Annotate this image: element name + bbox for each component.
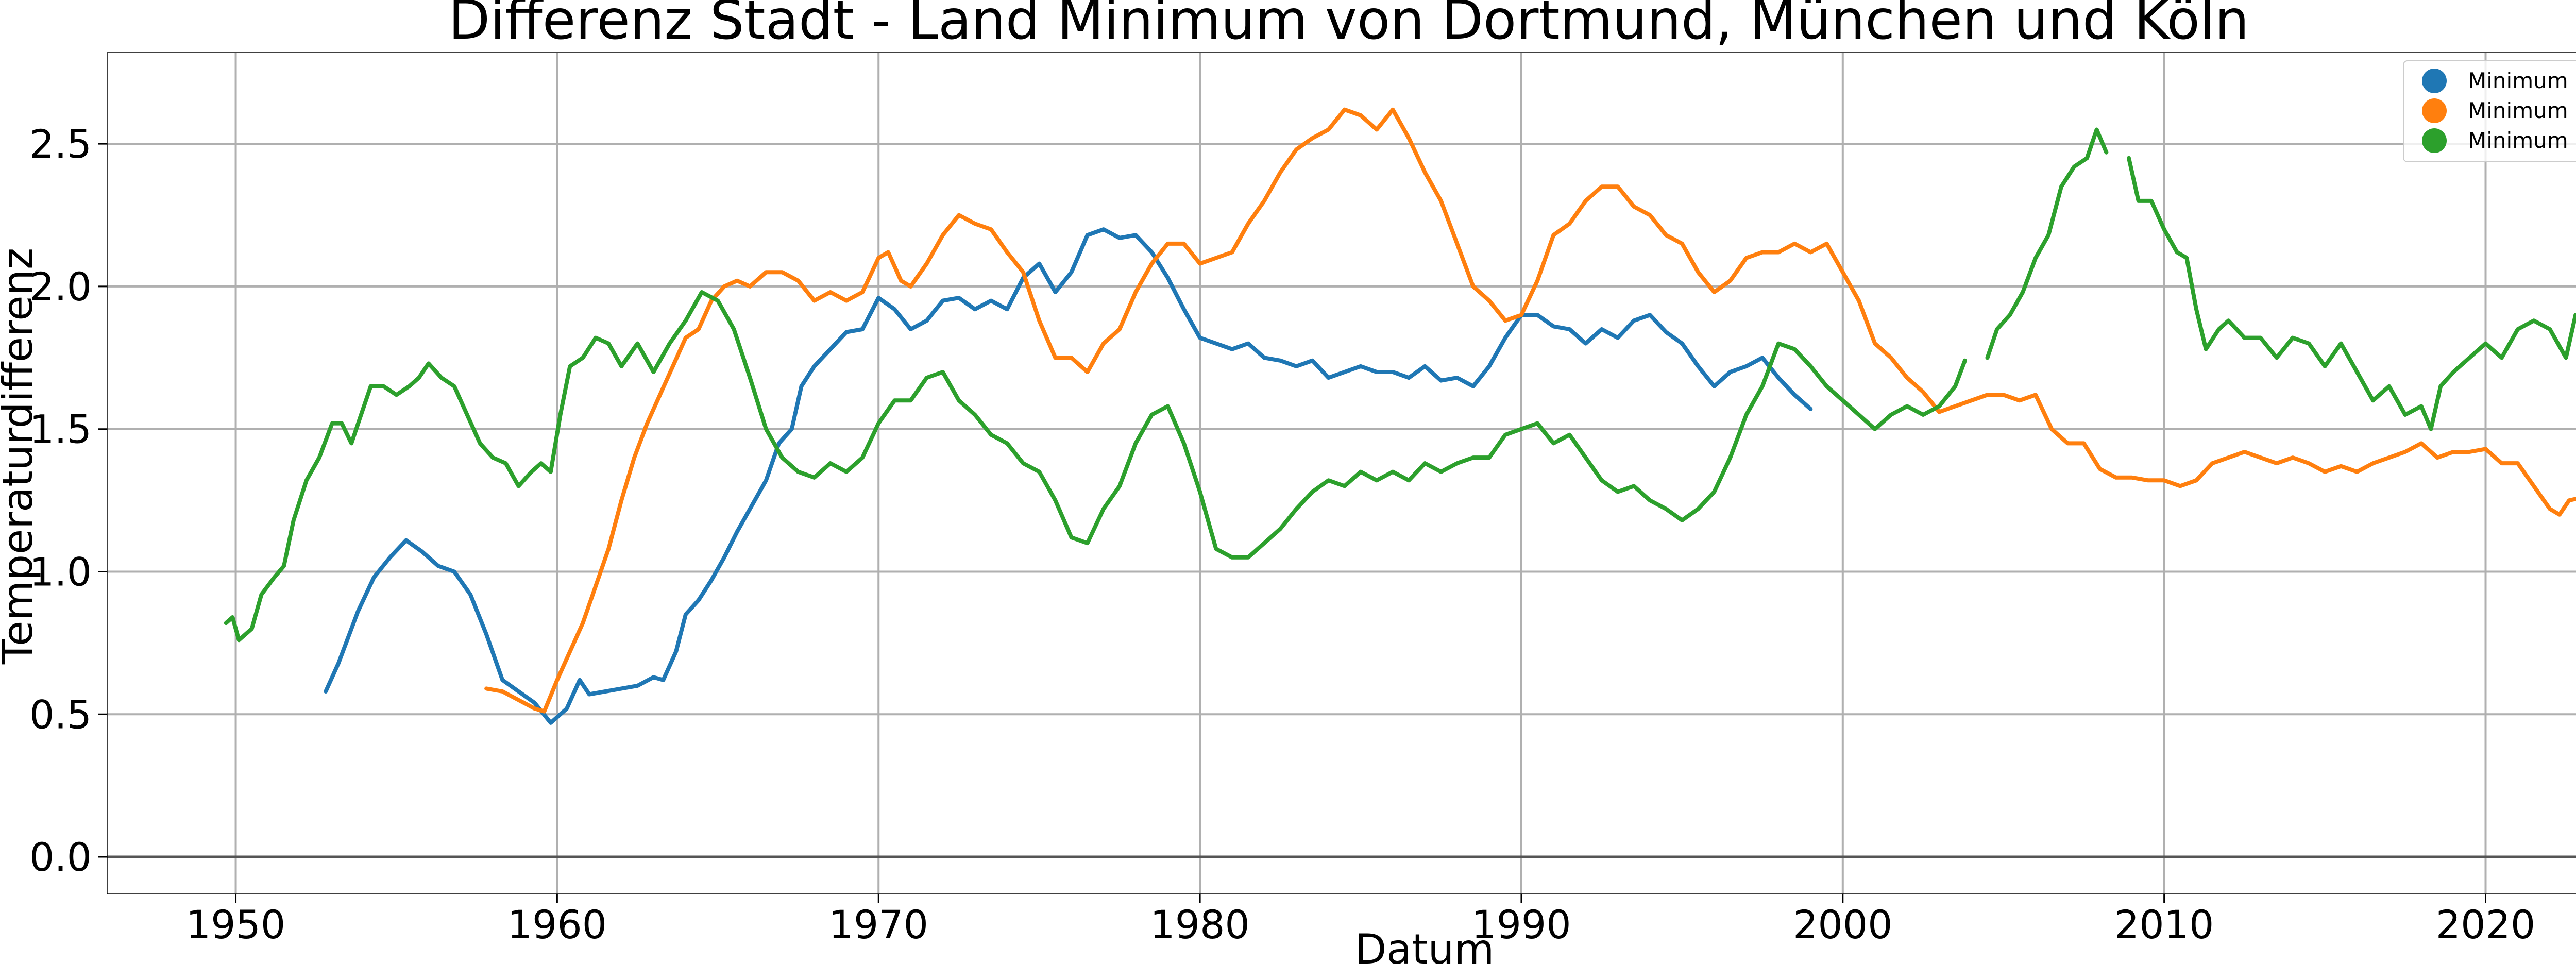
y-axis-ticks: 0.0 0.5 1.0 1.5 2.0 2.5 bbox=[29, 121, 107, 880]
series-1 bbox=[324, 227, 1813, 725]
y-tick-label: 1.0 bbox=[29, 549, 92, 595]
series-line bbox=[2127, 156, 2576, 431]
y-tick-label: 0.5 bbox=[29, 691, 92, 737]
legend: Minimum Dortmund Minimum München Minimum K… bbox=[2403, 60, 2576, 162]
x-tick-label: 1960 bbox=[507, 902, 607, 948]
legend-frame bbox=[2403, 60, 2576, 162]
y-tick-label: 0.0 bbox=[29, 834, 92, 880]
legend-marker bbox=[2422, 98, 2447, 123]
plot-frame bbox=[107, 52, 2576, 894]
legend-label: Minimum Köln bbox=[2468, 128, 2576, 153]
x-tick-label: 1990 bbox=[1471, 902, 1571, 948]
y-tick-label: 2.0 bbox=[29, 264, 92, 310]
x-tick-label: 2010 bbox=[2114, 902, 2214, 948]
y-axis-label: Temperaturdifferenz bbox=[0, 248, 42, 665]
legend-marker bbox=[2422, 69, 2447, 93]
x-axis-label: Datum bbox=[1355, 925, 1495, 973]
series-line bbox=[324, 227, 1813, 725]
grid-lines bbox=[107, 53, 2576, 894]
legend-label: Minimum Dortmund bbox=[2468, 68, 2576, 93]
series-3 bbox=[224, 127, 2576, 643]
legend-label: Minimum München bbox=[2468, 98, 2576, 123]
x-tick-label: 2000 bbox=[1793, 902, 1892, 948]
chart-title: Differenz Stadt - Land Minimum von Dortm… bbox=[448, 0, 2249, 52]
x-tick-label: 1980 bbox=[1150, 902, 1249, 948]
series-line bbox=[1985, 127, 2109, 360]
y-tick-label: 1.5 bbox=[29, 407, 92, 452]
legend-marker bbox=[2422, 128, 2447, 153]
legend-entries: Minimum Dortmund Minimum München Minimum K… bbox=[2422, 68, 2576, 153]
series-2 bbox=[484, 107, 2576, 714]
series-line bbox=[224, 290, 1967, 643]
y-tick-label: 2.5 bbox=[29, 121, 92, 167]
x-tick-label: 2020 bbox=[2436, 902, 2535, 948]
series-lines bbox=[224, 107, 2576, 725]
x-tick-label: 1950 bbox=[186, 902, 285, 948]
x-tick-label: 1970 bbox=[829, 902, 928, 948]
series-line bbox=[484, 107, 2576, 714]
x-axis-ticks: 1950 1960 1970 1980 1990 2000 2010 2020 bbox=[186, 894, 2535, 948]
